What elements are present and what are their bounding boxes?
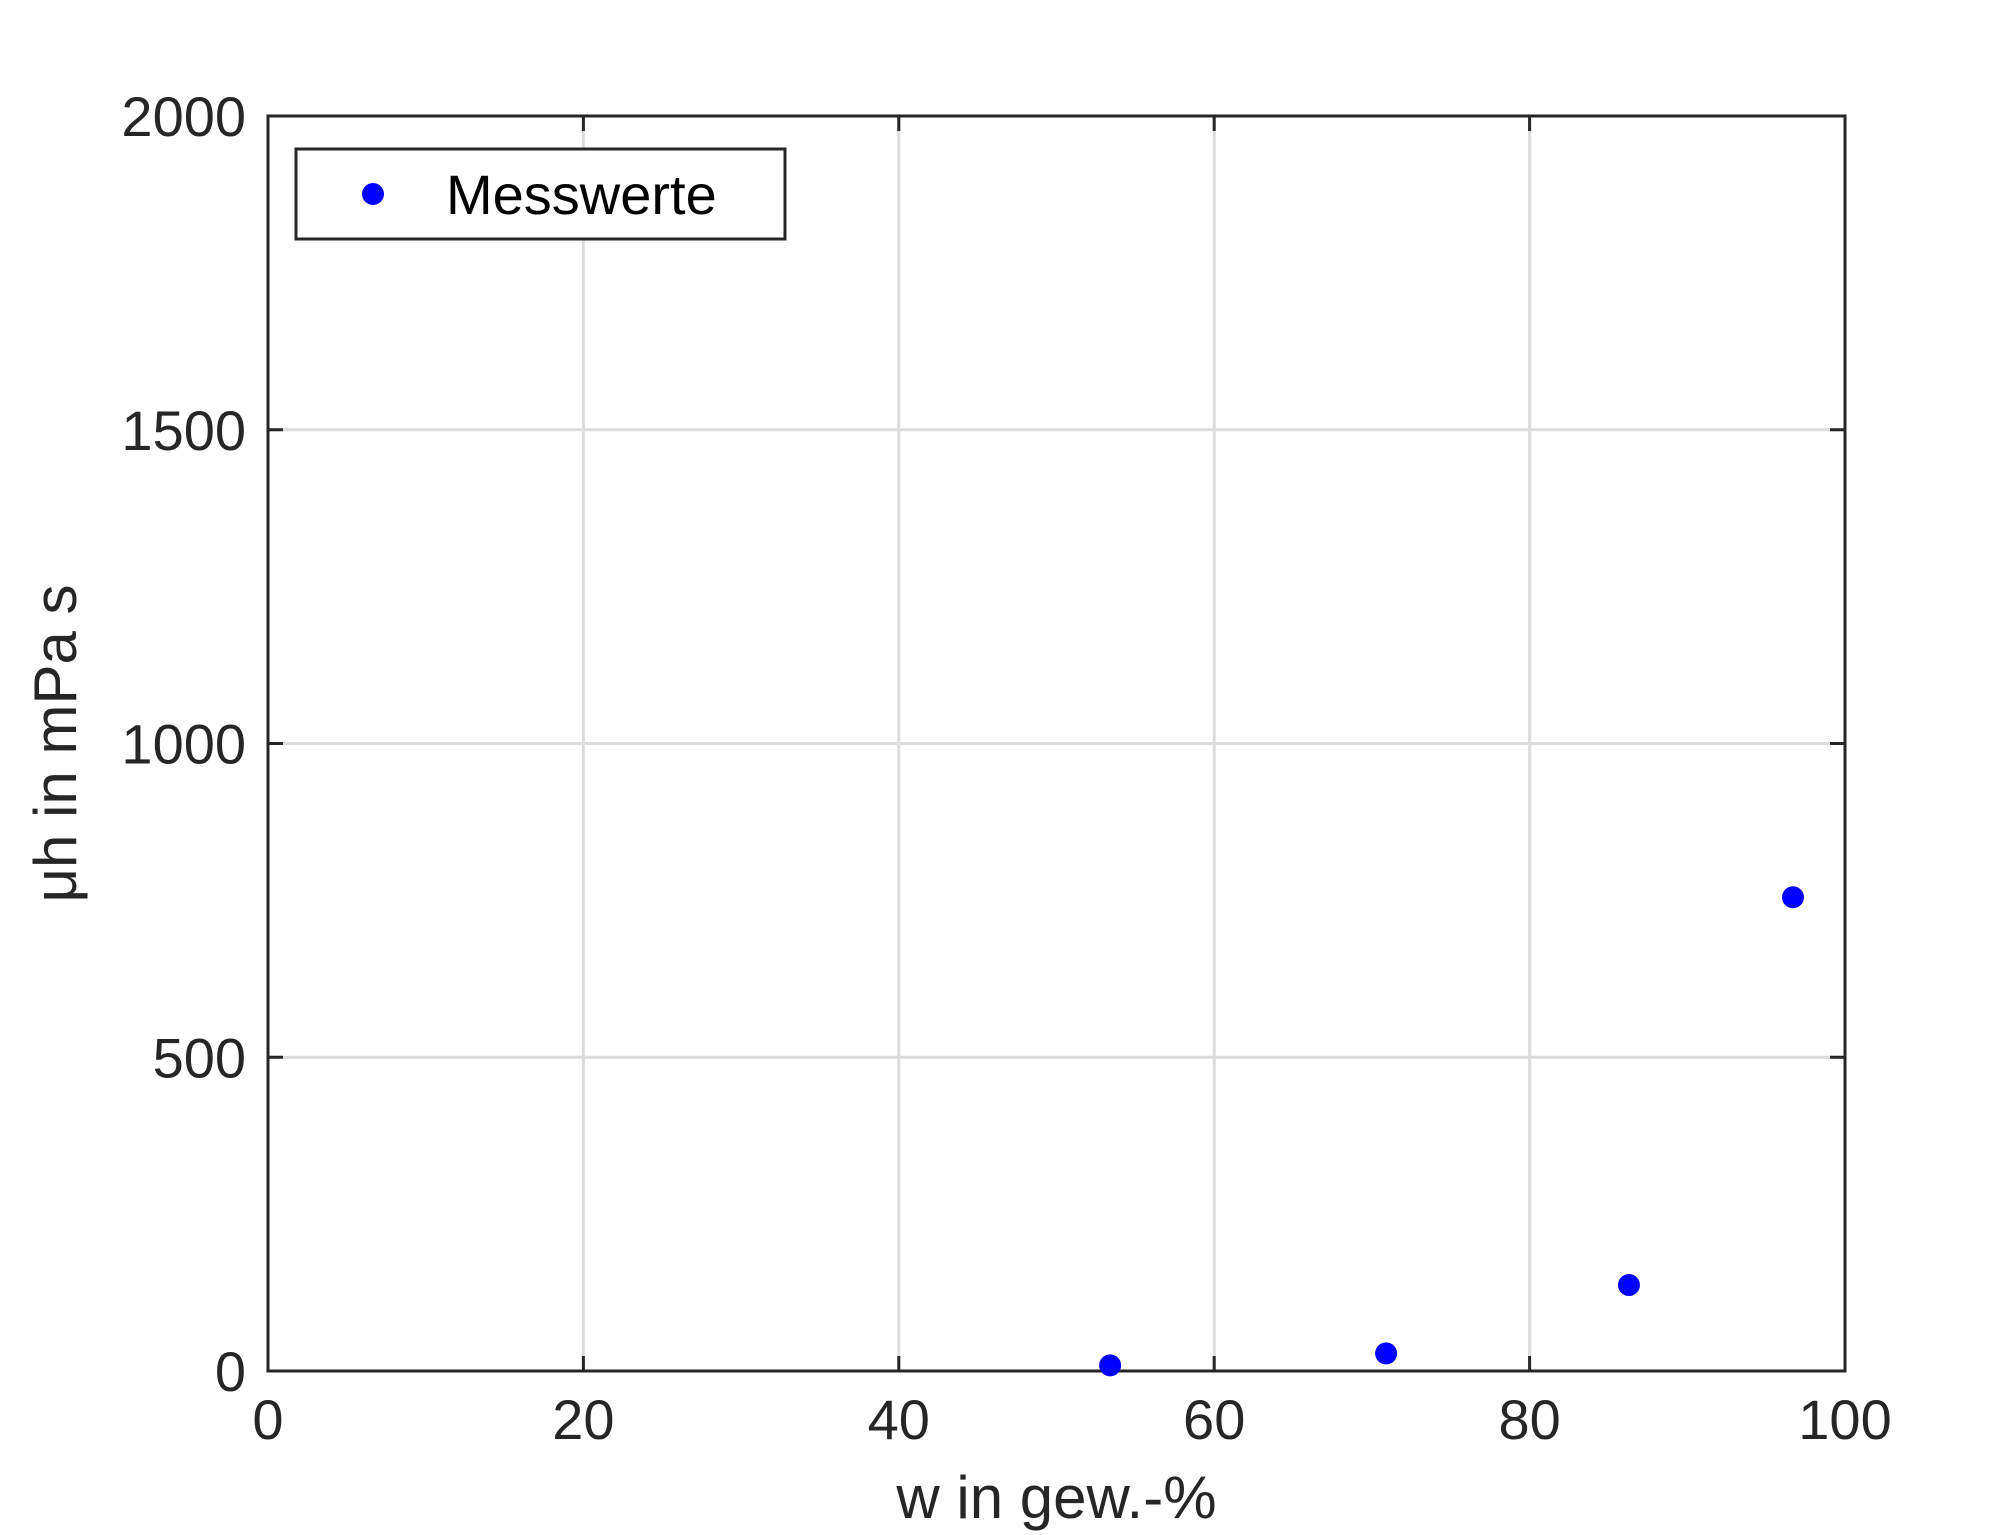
y-tick-label: 500 [153, 1026, 246, 1089]
data-point [1375, 1342, 1398, 1365]
x-axis-label: w in gew.-% [895, 1464, 1216, 1531]
legend-label: Messwerte [446, 163, 717, 226]
data-point [1099, 1354, 1122, 1377]
data-points [1099, 886, 1804, 1377]
legend-marker [362, 183, 384, 205]
x-tick-label: 100 [1798, 1388, 1891, 1451]
y-tick-label: 0 [215, 1340, 246, 1403]
axis-ticks [266, 114, 1847, 1373]
x-tick-label: 0 [252, 1388, 283, 1451]
data-point [1617, 1274, 1640, 1297]
x-tick-label: 80 [1498, 1388, 1560, 1451]
x-tick-label: 20 [552, 1388, 614, 1451]
y-tick-label: 2000 [121, 85, 246, 148]
data-point [1781, 886, 1804, 909]
y-tick-label: 1000 [121, 713, 246, 776]
y-tick-label: 1500 [121, 399, 246, 462]
x-tick-label: 60 [1183, 1388, 1245, 1451]
x-tick-label: 40 [868, 1388, 930, 1451]
legend: Messwerte [294, 147, 787, 241]
y-axis-label: μh in mPa s [22, 584, 89, 902]
